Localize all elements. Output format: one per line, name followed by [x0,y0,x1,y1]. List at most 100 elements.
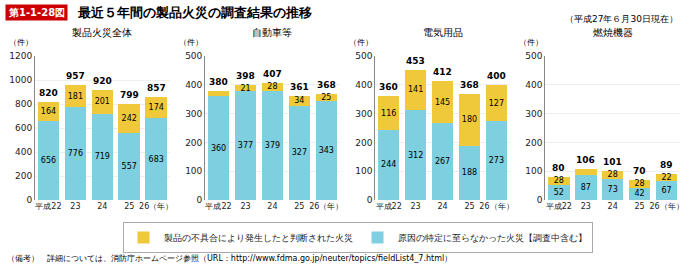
svg-text:1000: 1000 [9,75,32,85]
svg-text:312: 312 [408,151,423,160]
svg-text:25: 25 [464,202,474,211]
svg-text:174: 174 [149,103,164,112]
svg-text:28: 28 [635,179,645,188]
svg-text:380: 380 [209,77,228,87]
svg-text:101: 101 [603,157,622,167]
svg-text:398: 398 [236,71,255,81]
svg-text:343: 343 [319,146,334,155]
svg-text:80: 80 [552,163,565,173]
svg-text:920: 920 [93,76,112,86]
svg-text:683: 683 [149,155,164,164]
svg-text:200: 200 [525,138,542,148]
svg-text:500: 500 [525,51,542,61]
svg-text:0: 0 [26,195,32,205]
svg-text:776: 776 [68,149,83,158]
svg-text:106: 106 [576,155,595,165]
svg-text:自動車等: 自動車等 [252,27,292,38]
svg-text:平成22: 平成22 [35,202,61,211]
svg-text:377: 377 [238,141,253,150]
svg-text:360: 360 [211,144,226,153]
svg-text:145: 145 [435,98,450,107]
svg-text:89: 89 [660,160,673,170]
svg-text:273: 273 [489,156,504,165]
svg-text:181: 181 [68,92,83,101]
svg-text:34: 34 [294,96,304,105]
svg-text:857: 857 [147,83,166,93]
svg-text:0: 0 [537,195,543,205]
svg-text:（件）: （件） [179,38,203,47]
svg-text:26（年）: 26（年） [649,202,683,211]
svg-text:141: 141 [408,85,423,94]
svg-text:燃焼機器: 燃焼機器 [593,27,633,38]
svg-text:製品火災全体: 製品火災全体 [72,27,132,38]
svg-text:25: 25 [635,202,645,211]
svg-text:453: 453 [406,56,425,66]
svg-text:557: 557 [122,162,137,171]
svg-text:244: 244 [381,160,396,169]
svg-text:25: 25 [294,202,304,211]
svg-text:200: 200 [185,138,202,148]
svg-text:500: 500 [185,51,202,61]
svg-text:188: 188 [462,168,477,177]
svg-text:379: 379 [265,141,280,150]
svg-text:52: 52 [554,188,564,197]
svg-text:242: 242 [122,114,137,123]
svg-text:180: 180 [462,115,477,124]
svg-text:67: 67 [661,186,671,195]
svg-text:73: 73 [608,185,618,194]
svg-text:100: 100 [185,166,202,176]
svg-text:957: 957 [66,71,85,81]
svg-text:24: 24 [437,202,447,211]
svg-text:1200: 1200 [9,51,32,61]
svg-text:368: 368 [317,80,336,90]
svg-text:平成22: 平成22 [546,202,572,211]
svg-text:23: 23 [240,202,250,211]
svg-text:製品の不具合により発生したと判断された火災: 製品の不具合により発生したと判断された火災 [164,233,353,243]
svg-text:100: 100 [355,166,372,176]
svg-text:100: 100 [525,166,542,176]
svg-text:412: 412 [433,67,452,77]
svg-text:201: 201 [95,97,110,106]
svg-text:第1-1-28図: 第1-1-28図 [8,7,65,18]
svg-text:（件）: （件） [349,38,373,47]
svg-text:656: 656 [41,156,56,165]
svg-text:400: 400 [525,80,542,90]
svg-text:116: 116 [381,109,396,118]
svg-text:（平成27年６月30日現在）: （平成27年６月30日現在） [565,14,678,24]
svg-text:127: 127 [489,99,504,108]
svg-text:平成22: 平成22 [376,202,402,211]
svg-text:（備考） 詳細については、消防庁ホームページ参照（URL：h: （備考） 詳細については、消防庁ホームページ参照（URL：http://www.… [7,254,452,263]
svg-text:25: 25 [124,202,134,211]
svg-text:719: 719 [95,152,110,161]
svg-text:23: 23 [581,202,591,211]
svg-text:70: 70 [633,166,646,176]
svg-text:799: 799 [120,90,139,100]
svg-text:電気用品: 電気用品 [423,27,463,38]
svg-text:400: 400 [487,71,506,81]
svg-text:原因の特定に至らなかった火災【調査中含む】: 原因の特定に至らなかった火災【調査中含む】 [398,233,587,243]
svg-text:26（年）: 26（年） [309,202,343,211]
svg-text:42: 42 [635,189,645,198]
svg-text:800: 800 [15,99,32,109]
svg-text:87: 87 [581,183,591,192]
svg-text:400: 400 [185,80,202,90]
svg-text:400: 400 [355,80,372,90]
svg-text:0: 0 [367,195,373,205]
svg-text:21: 21 [240,84,250,93]
svg-text:400: 400 [15,147,32,157]
svg-text:164: 164 [41,107,56,116]
svg-text:300: 300 [525,109,542,119]
svg-text:0: 0 [197,195,203,205]
svg-text:24: 24 [97,202,107,211]
svg-text:（件）: （件） [519,38,543,47]
svg-text:最近５年間の製品火災の調査結果の推移: 最近５年間の製品火災の調査結果の推移 [77,5,312,20]
svg-text:28: 28 [608,170,618,179]
svg-text:200: 200 [15,171,32,181]
svg-text:26（年）: 26（年） [479,202,513,211]
svg-text:600: 600 [15,123,32,133]
svg-text:267: 267 [435,157,450,166]
svg-text:500: 500 [355,51,372,61]
svg-text:28: 28 [554,176,564,185]
svg-text:23: 23 [411,202,421,211]
svg-text:23: 23 [70,202,80,211]
